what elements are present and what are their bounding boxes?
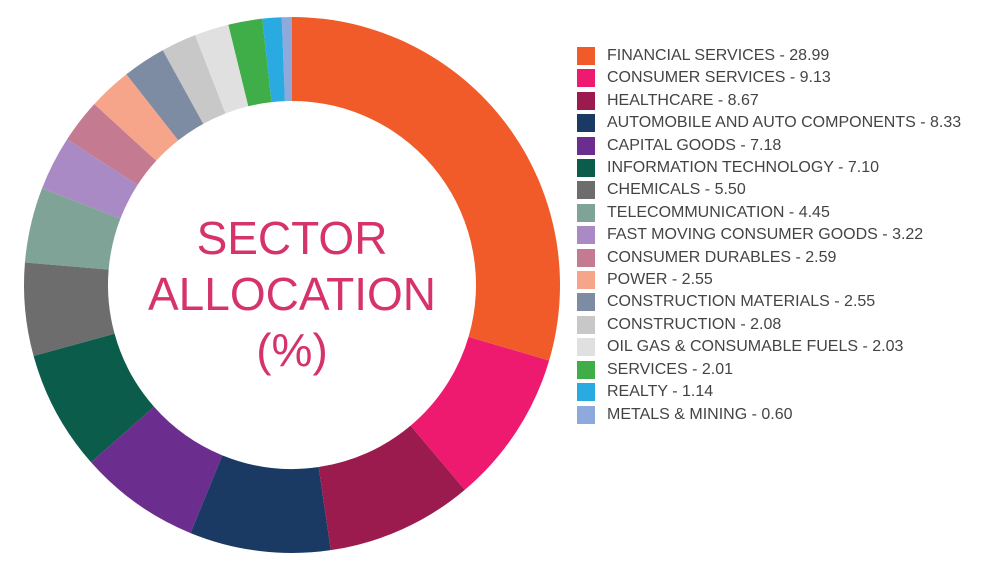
legend: FINANCIAL SERVICES - 28.99 CONSUMER SERVI… bbox=[577, 45, 977, 426]
donut-slice bbox=[33, 333, 155, 463]
donut-slice bbox=[24, 188, 121, 270]
donut-slice bbox=[410, 336, 550, 490]
legend-item: OIL GAS & CONSUMABLE FUELS - 2.03 bbox=[577, 336, 977, 358]
legend-label: METALS & MINING - 0.60 bbox=[607, 405, 793, 423]
center-title: ALLOCATION bbox=[148, 268, 436, 320]
legend-item: METALS & MINING - 0.60 bbox=[577, 404, 977, 426]
legend-item: POWER - 2.55 bbox=[577, 269, 977, 291]
donut-slice bbox=[262, 17, 285, 103]
donut-slice bbox=[91, 406, 223, 534]
legend-label: POWER - 2.55 bbox=[607, 271, 713, 289]
donut-slice bbox=[94, 74, 179, 161]
legend-item: REALTY - 1.14 bbox=[577, 381, 977, 403]
legend-item: CAPITAL GOODS - 7.18 bbox=[577, 135, 977, 157]
legend-item: CONSUMER DURABLES - 2.59 bbox=[577, 247, 977, 269]
donut-slice bbox=[190, 455, 331, 553]
legend-swatch bbox=[577, 226, 595, 245]
donut-slice bbox=[292, 17, 560, 361]
legend-swatch bbox=[577, 91, 595, 110]
legend-item: FAST MOVING CONSUMER GOODS - 3.22 bbox=[577, 224, 977, 246]
legend-label: REALTY - 1.14 bbox=[607, 383, 714, 401]
legend-swatch bbox=[577, 203, 595, 222]
donut-slice bbox=[162, 35, 226, 124]
legend-label: INFORMATION TECHNOLOGY - 7.10 bbox=[607, 159, 880, 177]
legend-swatch bbox=[577, 47, 595, 65]
donut-slice bbox=[67, 104, 157, 185]
legend-item: SERVICES - 2.01 bbox=[577, 359, 977, 381]
legend-swatch bbox=[577, 136, 595, 155]
legend-label: FINANCIAL SERVICES - 28.99 bbox=[607, 47, 830, 64]
legend-item: HEALTHCARE - 8.67 bbox=[577, 90, 977, 112]
donut-slice bbox=[228, 18, 272, 107]
legend-label: CONSUMER SERVICES - 9.13 bbox=[607, 69, 831, 87]
donut-slice bbox=[195, 24, 249, 114]
legend-swatch bbox=[577, 181, 595, 200]
legend-item: CONSTRUCTION - 2.08 bbox=[577, 314, 977, 336]
legend-swatch bbox=[577, 338, 595, 357]
legend-item: CONSUMER SERVICES - 9.13 bbox=[577, 67, 977, 89]
legend-label: HEALTHCARE - 8.67 bbox=[607, 91, 759, 109]
center-title: (%) bbox=[256, 324, 328, 376]
legend-swatch bbox=[577, 293, 595, 312]
legend-item: CONSTRUCTION MATERIALS - 2.55 bbox=[577, 291, 977, 313]
legend-item: CHEMICALS - 5.50 bbox=[577, 179, 977, 201]
legend-label: FAST MOVING CONSUMER GOODS - 3.22 bbox=[607, 226, 924, 244]
donut-slice bbox=[42, 139, 138, 219]
legend-item: INFORMATION TECHNOLOGY - 7.10 bbox=[577, 157, 977, 179]
legend-item: TELECOMMUNICATION - 4.45 bbox=[577, 202, 977, 224]
donut-slice bbox=[24, 262, 115, 357]
legend-swatch bbox=[577, 271, 595, 290]
legend-label: SERVICES - 2.01 bbox=[607, 360, 733, 378]
legend-swatch bbox=[577, 114, 595, 133]
legend-label: TELECOMMUNICATION - 4.45 bbox=[607, 203, 830, 221]
legend-swatch bbox=[577, 248, 595, 267]
donut-chart: SECTOR ALLOCATION (%) bbox=[24, 17, 560, 553]
legend-swatch bbox=[577, 315, 595, 334]
legend-label: CONSTRUCTION - 2.08 bbox=[607, 315, 782, 333]
donut-slice bbox=[126, 50, 204, 141]
legend-label: AUTOMOBILE AND AUTO COMPONENTS - 8.33 bbox=[607, 114, 962, 132]
center-title: SECTOR bbox=[197, 212, 388, 264]
legend-swatch bbox=[577, 383, 595, 402]
legend-label: CONSUMER DURABLES - 2.59 bbox=[607, 248, 837, 266]
legend-item: FINANCIAL SERVICES - 28.99 bbox=[577, 45, 977, 67]
legend-label: CONSTRUCTION MATERIALS - 2.55 bbox=[607, 293, 876, 311]
donut-slice bbox=[318, 425, 465, 551]
legend-label: CAPITAL GOODS - 7.18 bbox=[607, 136, 782, 154]
legend-item: AUTOMOBILE AND AUTO COMPONENTS - 8.33 bbox=[577, 112, 977, 134]
legend-label: OIL GAS & CONSUMABLE FUELS - 2.03 bbox=[607, 338, 904, 356]
legend-swatch bbox=[577, 69, 595, 88]
legend-swatch bbox=[577, 360, 595, 379]
legend-swatch bbox=[577, 159, 595, 178]
legend-swatch bbox=[577, 405, 595, 424]
donut-slice bbox=[281, 17, 292, 102]
legend-label: CHEMICALS - 5.50 bbox=[607, 181, 746, 199]
